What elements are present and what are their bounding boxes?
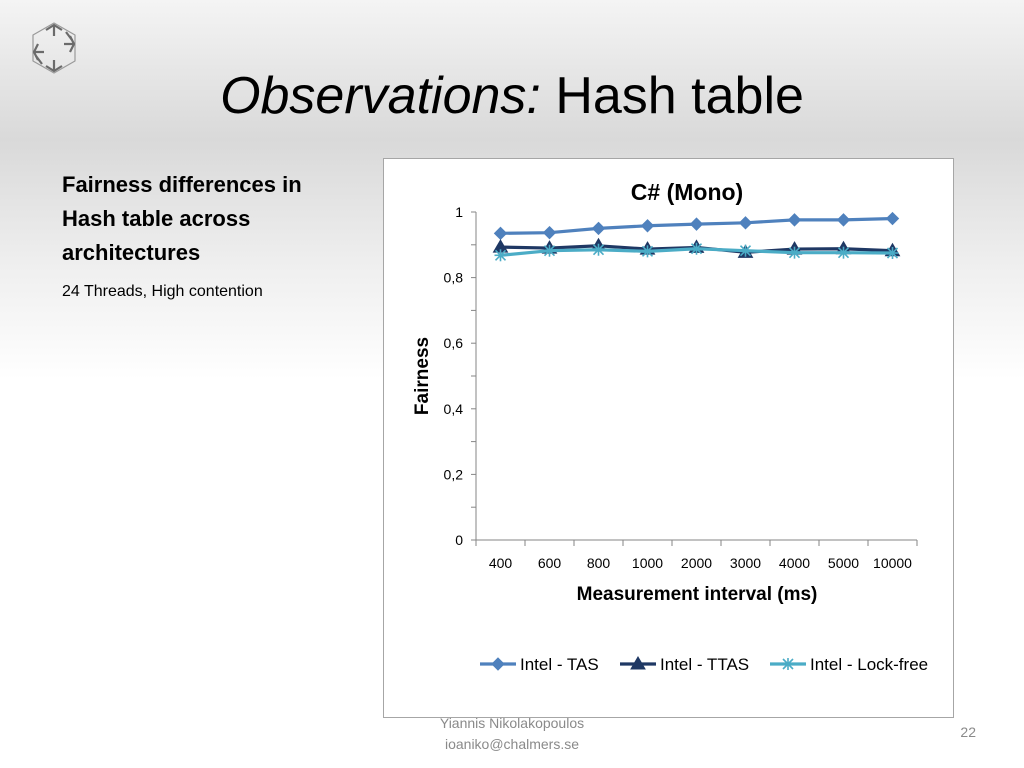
point-marker (837, 246, 850, 259)
point-marker (543, 244, 556, 257)
point-marker (592, 243, 605, 256)
point-marker (491, 657, 505, 671)
y-axis: 0 0,2 0,4 0,6 0,8 1 (444, 204, 477, 548)
slide-title-italic: Observations: (220, 67, 541, 125)
point-marker (591, 221, 606, 236)
author-name: Yiannis Nikolakopoulos (439, 715, 585, 731)
point-marker (738, 216, 753, 230)
point-marker (542, 225, 557, 240)
x-tick-label: 2000 (681, 555, 712, 571)
y-tick-label: 0,6 (444, 335, 464, 351)
y-tick-label: 0,2 (444, 466, 464, 482)
chart-title: C# (Mono) (631, 179, 743, 205)
slide-title-rest: Hash table (540, 67, 804, 125)
legend-label: Intel - TTAS (660, 655, 749, 674)
point-marker (885, 211, 900, 226)
y-tick-label: 1 (455, 204, 463, 220)
x-tick-label: 10000 (873, 555, 912, 571)
fairness-line-chart: C# (Mono) 0 0,2 0,4 0,6 0,8 1 400 600 800 1000 20… (412, 179, 928, 674)
point-marker (782, 658, 794, 670)
y-tick-label: 0,4 (444, 401, 464, 417)
point-marker (787, 213, 802, 227)
legend-label: Intel - TAS (520, 655, 599, 674)
series-intel-tas (493, 211, 900, 241)
point-marker (739, 244, 752, 257)
x-tick-label: 1000 (632, 555, 663, 571)
legend-item: Intel - TAS (480, 655, 599, 674)
chart-frame: C# (Mono) 0 0,2 0,4 0,6 0,8 1 400 600 800 1000 20… (383, 158, 954, 718)
x-tick-label: 600 (538, 555, 562, 571)
point-marker (836, 213, 851, 227)
section-heading: Fairness differences in Hash table acros… (62, 172, 302, 265)
x-axis: 400 600 800 1000 2000 3000 4000 5000 10000 (475, 539, 918, 571)
y-tick-label: 0 (455, 532, 463, 548)
x-tick-label: 400 (489, 555, 513, 571)
point-marker (493, 226, 508, 241)
section-subheading: 24 Threads, High contention (62, 283, 263, 300)
page-number: 22 (960, 724, 976, 740)
point-marker (494, 249, 507, 262)
x-tick-label: 5000 (828, 555, 859, 571)
x-tick-label: 800 (587, 555, 611, 571)
point-marker (630, 656, 646, 670)
point-marker (641, 245, 654, 258)
legend-item: Intel - Lock-free (770, 655, 928, 674)
legend-label: Intel - Lock-free (810, 655, 928, 674)
y-axis-label: Fairness (412, 337, 433, 415)
point-marker (788, 246, 801, 259)
y-tick-label: 0,8 (444, 270, 464, 286)
footer-author: Yiannis Nikolakopoulos ioaniko@chalmers.… (412, 713, 612, 755)
series-layer (492, 211, 901, 262)
point-marker (690, 242, 703, 255)
author-email: ioaniko@chalmers.se (444, 736, 580, 752)
point-marker (689, 217, 704, 231)
chart-legend: Intel - TAS Intel - TTAS Intel - Lock-free (480, 655, 928, 674)
series-intel-lock-free (494, 242, 899, 262)
point-marker (886, 247, 899, 259)
legend-item: Intel - TTAS (620, 655, 749, 674)
hexagon-arrows-logo (32, 22, 76, 74)
slide-title: Observations: Hash table (0, 66, 1024, 126)
x-axis-label: Measurement interval (ms) (577, 584, 818, 605)
x-tick-label: 3000 (730, 555, 761, 571)
x-tick-label: 4000 (779, 555, 810, 571)
point-marker (640, 219, 655, 233)
